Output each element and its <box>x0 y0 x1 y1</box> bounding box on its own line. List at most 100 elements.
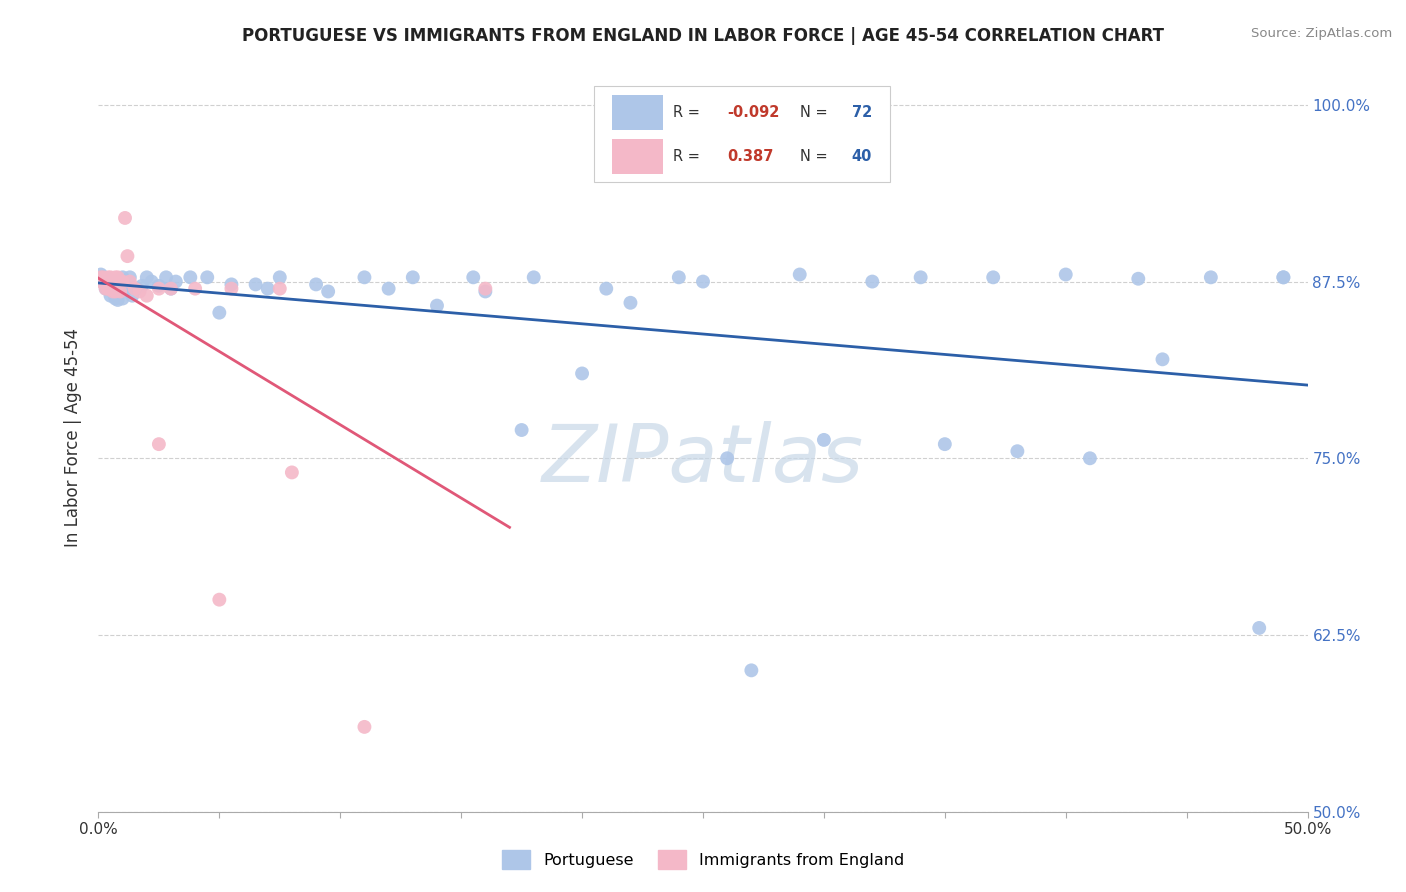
Point <box>1249 621 1271 635</box>
Point <box>141 275 163 289</box>
Point <box>97 278 120 293</box>
Point <box>91 270 114 285</box>
Point <box>90 268 112 282</box>
Point <box>100 289 122 303</box>
Point <box>117 249 139 263</box>
Point <box>117 282 139 296</box>
Point <box>97 271 120 285</box>
Point <box>94 277 117 292</box>
Point <box>402 270 425 285</box>
Point <box>111 292 134 306</box>
Text: PORTUGUESE VS IMMIGRANTS FROM ENGLAND IN LABOR FORCE | AGE 45-54 CORRELATION CHA: PORTUGUESE VS IMMIGRANTS FROM ENGLAND IN… <box>242 27 1164 45</box>
Point <box>131 278 153 293</box>
Point <box>148 282 170 296</box>
Point <box>114 211 136 225</box>
Point <box>426 299 449 313</box>
Point <box>104 275 127 289</box>
Point <box>184 282 207 296</box>
Point <box>221 282 243 296</box>
Point <box>377 282 399 296</box>
Point <box>195 270 218 285</box>
Point <box>269 282 291 296</box>
Text: R =: R = <box>672 149 704 164</box>
Point <box>118 270 141 285</box>
Point <box>107 282 129 296</box>
Point <box>1078 451 1101 466</box>
Point <box>94 282 117 296</box>
Point <box>474 282 496 296</box>
Point <box>104 285 127 299</box>
Point <box>155 270 177 285</box>
Point <box>101 271 124 285</box>
Point <box>97 275 120 289</box>
Point <box>934 437 956 451</box>
Point <box>1272 270 1295 285</box>
Point <box>100 282 122 296</box>
Point <box>107 277 129 292</box>
Y-axis label: In Labor Force | Age 45-54: In Labor Force | Age 45-54 <box>65 327 83 547</box>
Point <box>91 275 114 289</box>
Text: N =: N = <box>800 149 832 164</box>
FancyBboxPatch shape <box>613 139 664 174</box>
Point <box>353 270 375 285</box>
Point <box>716 451 738 466</box>
Text: 40: 40 <box>852 149 872 164</box>
Point <box>107 270 129 285</box>
Point <box>100 270 122 285</box>
Point <box>316 285 339 299</box>
Point <box>221 277 243 292</box>
Point <box>1199 270 1222 285</box>
Point <box>97 282 120 296</box>
Point <box>104 275 127 289</box>
Point <box>111 275 134 289</box>
Point <box>97 270 120 285</box>
Point <box>101 277 124 292</box>
Point <box>160 282 183 296</box>
Point <box>101 285 124 299</box>
Point <box>107 293 129 307</box>
Point <box>104 270 127 285</box>
Point <box>160 282 183 296</box>
Point <box>1007 444 1029 458</box>
FancyBboxPatch shape <box>613 95 664 129</box>
Point <box>523 270 546 285</box>
Point <box>789 268 811 282</box>
Point <box>135 270 157 285</box>
Point <box>474 285 496 299</box>
Point <box>353 720 375 734</box>
Point <box>128 285 150 299</box>
Point <box>135 289 157 303</box>
Point <box>94 271 117 285</box>
Point <box>107 275 129 289</box>
Point <box>860 275 883 289</box>
Point <box>740 664 762 678</box>
Text: 0.387: 0.387 <box>727 149 773 164</box>
Point <box>101 275 124 289</box>
Point <box>148 437 170 451</box>
Point <box>208 306 231 320</box>
Text: 72: 72 <box>852 104 872 120</box>
Point <box>100 275 122 289</box>
Point <box>100 275 122 289</box>
Text: R =: R = <box>672 104 704 120</box>
Point <box>127 282 149 296</box>
Point <box>813 433 835 447</box>
Point <box>90 275 112 289</box>
Point <box>1152 352 1174 367</box>
Point <box>165 275 187 289</box>
Text: N =: N = <box>800 104 832 120</box>
Point <box>245 277 267 292</box>
Point <box>463 270 485 285</box>
Point <box>108 275 131 289</box>
Point <box>281 466 304 480</box>
Point <box>108 285 131 299</box>
Point <box>256 282 278 296</box>
Point <box>571 367 593 381</box>
Point <box>94 282 117 296</box>
Point <box>1128 271 1150 285</box>
Point <box>269 270 291 285</box>
Point <box>94 275 117 289</box>
Point <box>111 270 134 285</box>
Text: -0.092: -0.092 <box>727 104 779 120</box>
Point <box>668 270 690 285</box>
